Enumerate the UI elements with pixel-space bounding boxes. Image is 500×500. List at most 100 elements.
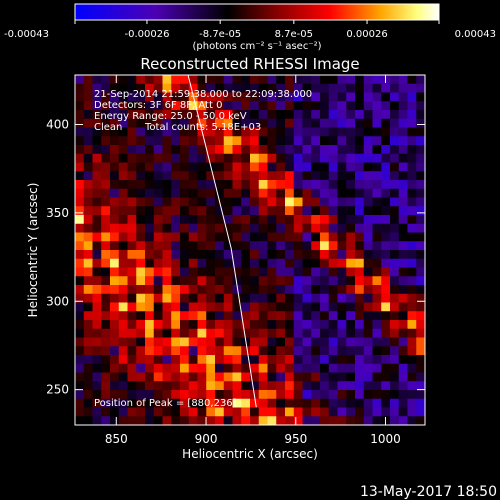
heatmap-cell bbox=[407, 258, 417, 268]
heatmap-cell bbox=[398, 145, 408, 155]
heatmap-cell bbox=[83, 285, 93, 295]
heatmap-cell bbox=[302, 83, 312, 93]
heatmap-cell bbox=[75, 293, 85, 303]
heatmap-cell bbox=[206, 127, 216, 137]
heatmap-cell bbox=[110, 276, 120, 286]
heatmap-cell bbox=[118, 75, 128, 85]
heatmap-cell bbox=[83, 416, 93, 425]
heatmap-cell bbox=[320, 390, 330, 400]
heatmap-cell bbox=[75, 136, 85, 146]
heatmap-cell bbox=[153, 337, 163, 347]
heatmap-cell bbox=[293, 346, 303, 356]
heatmap-cell bbox=[232, 118, 242, 128]
heatmap-cell bbox=[337, 372, 347, 382]
heatmap-cell bbox=[328, 180, 338, 190]
heatmap-cell bbox=[346, 180, 356, 190]
heatmap-cell bbox=[162, 215, 172, 225]
heatmap-cell bbox=[188, 250, 198, 260]
heatmap-cell bbox=[241, 197, 251, 207]
heatmap-cell bbox=[407, 346, 417, 356]
heatmap-cell bbox=[328, 197, 338, 207]
heatmap-cell bbox=[145, 398, 155, 408]
heatmap-cell bbox=[180, 153, 190, 163]
heatmap-cell bbox=[258, 197, 268, 207]
heatmap-cell bbox=[197, 390, 207, 400]
heatmap-cell bbox=[127, 372, 137, 382]
heatmap-cell bbox=[407, 118, 417, 128]
heatmap-cell bbox=[407, 381, 417, 391]
heatmap-cell bbox=[206, 101, 216, 111]
heatmap-cell bbox=[197, 416, 207, 425]
heatmap-cell bbox=[267, 337, 277, 347]
heatmap-cell bbox=[127, 110, 137, 120]
heatmap-cell bbox=[197, 110, 207, 120]
heatmap-cell bbox=[127, 381, 137, 391]
heatmap-cell bbox=[171, 197, 181, 207]
heatmap-cell bbox=[145, 110, 155, 120]
heatmap-cell bbox=[363, 180, 373, 190]
heatmap-cell bbox=[83, 162, 93, 172]
heatmap-cell bbox=[398, 83, 408, 93]
heatmap-cell bbox=[390, 398, 400, 408]
heatmap-cell bbox=[153, 153, 163, 163]
heatmap-cell bbox=[127, 416, 137, 425]
heatmap-cell bbox=[407, 206, 417, 216]
heatmap-cell bbox=[136, 136, 146, 146]
heatmap-cell bbox=[302, 232, 312, 242]
heatmap-cell bbox=[145, 145, 155, 155]
heatmap-cell bbox=[197, 372, 207, 382]
heatmap-cell bbox=[188, 110, 198, 120]
heatmap-cell bbox=[293, 250, 303, 260]
heatmap-cell bbox=[136, 145, 146, 155]
heatmap-cell bbox=[75, 363, 85, 373]
heatmap-cell bbox=[346, 197, 356, 207]
heatmap-cell bbox=[83, 180, 93, 190]
heatmap-cell bbox=[127, 302, 137, 312]
heatmap-cell bbox=[381, 372, 391, 382]
heatmap-cell bbox=[215, 320, 225, 330]
heatmap-cell bbox=[311, 276, 321, 286]
heatmap-cell bbox=[223, 180, 233, 190]
heatmap-cell bbox=[215, 92, 225, 102]
heatmap-cell bbox=[136, 101, 146, 111]
heatmap-cell bbox=[118, 250, 128, 260]
heatmap-cell bbox=[180, 250, 190, 260]
heatmap-cell bbox=[328, 110, 338, 120]
heatmap-cell bbox=[267, 75, 277, 85]
heatmap-cell bbox=[162, 372, 172, 382]
heatmap-cell bbox=[153, 302, 163, 312]
heatmap-cell bbox=[416, 127, 425, 137]
heatmap-cell bbox=[381, 407, 391, 417]
heatmap-cell bbox=[118, 153, 128, 163]
heatmap-cell bbox=[162, 83, 172, 93]
heatmap-cell bbox=[416, 206, 425, 216]
heatmap-cell bbox=[416, 407, 425, 417]
heatmap-cell bbox=[188, 162, 198, 172]
heatmap-cell bbox=[171, 372, 181, 382]
heatmap-cell bbox=[381, 171, 391, 181]
heatmap-cell bbox=[206, 83, 216, 93]
heatmap-cell bbox=[188, 416, 198, 425]
heatmap-cell bbox=[118, 407, 128, 417]
heatmap-cell bbox=[206, 258, 216, 268]
heatmap-cell bbox=[320, 381, 330, 391]
heatmap-cell bbox=[145, 328, 155, 338]
heatmap-cell bbox=[390, 83, 400, 93]
heatmap-cell bbox=[398, 127, 408, 137]
heatmap-cell bbox=[320, 171, 330, 181]
heatmap-cell bbox=[145, 407, 155, 417]
heatmap-cell bbox=[363, 241, 373, 251]
heatmap-cell bbox=[110, 162, 120, 172]
heatmap-cell bbox=[311, 381, 321, 391]
heatmap-cell bbox=[267, 302, 277, 312]
heatmap-cell bbox=[416, 398, 425, 408]
heatmap-cell bbox=[267, 363, 277, 373]
heatmap-cell bbox=[188, 276, 198, 286]
heatmap-cell bbox=[293, 267, 303, 277]
heatmap-cell bbox=[407, 223, 417, 233]
heatmap-cell bbox=[302, 92, 312, 102]
annotation-counts: Total counts: 5.18E+03 bbox=[144, 122, 261, 133]
heatmap-cell bbox=[127, 407, 137, 417]
heatmap-cell bbox=[145, 127, 155, 137]
heatmap-cell bbox=[75, 267, 85, 277]
